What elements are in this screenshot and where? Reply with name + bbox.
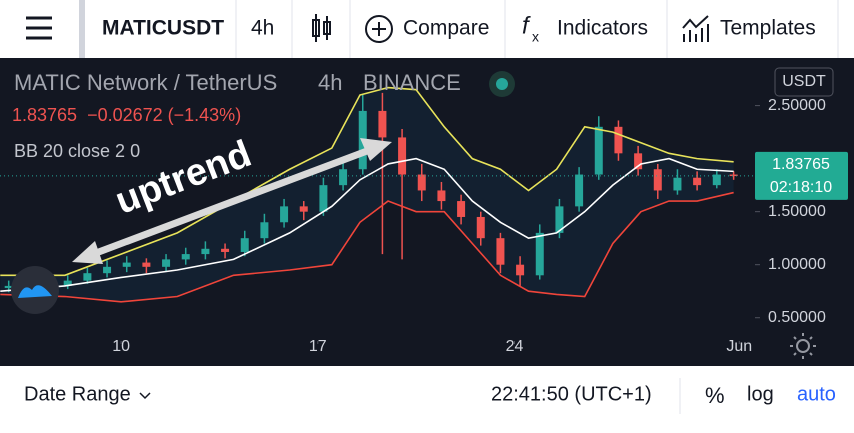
status-dot bbox=[496, 78, 508, 90]
legend-interval: 4h bbox=[318, 70, 342, 95]
settings-icon[interactable] bbox=[790, 333, 816, 359]
logo[interactable] bbox=[18, 285, 52, 298]
candle-body bbox=[201, 248, 210, 255]
chevron[interactable] bbox=[139, 392, 151, 400]
x-tick-label: 24 bbox=[506, 338, 524, 355]
candle-body bbox=[457, 201, 466, 217]
chart-type-icon[interactable] bbox=[312, 14, 331, 42]
candle-body bbox=[103, 266, 112, 274]
separators bbox=[235, 0, 839, 414]
x-tick-label: 17 bbox=[309, 338, 327, 355]
candle-body bbox=[339, 169, 348, 186]
x-tick-label: 10 bbox=[112, 338, 130, 355]
candle-body bbox=[516, 264, 525, 276]
candle-body bbox=[575, 174, 584, 207]
x-tick-label: Jun bbox=[726, 338, 752, 355]
candle-body bbox=[437, 190, 446, 202]
candle-body bbox=[63, 280, 72, 286]
candle-body bbox=[319, 185, 328, 212]
candle-body bbox=[280, 206, 289, 223]
candle-body bbox=[653, 169, 662, 191]
trend-arrow bbox=[72, 138, 392, 264]
currency-box[interactable] bbox=[774, 67, 834, 97]
candle-body bbox=[693, 177, 702, 186]
indicators-button[interactable]: Indicators bbox=[557, 17, 648, 40]
bollinger-line bbox=[0, 191, 734, 303]
percent-button[interactable]: % bbox=[705, 383, 725, 408]
y-tick-label: 1.50000 bbox=[768, 203, 826, 220]
countdown: 02:18:10 bbox=[770, 179, 832, 196]
band-fill bbox=[0, 87, 734, 302]
candle-body bbox=[476, 216, 485, 239]
candle-body bbox=[729, 174, 738, 177]
candle-body bbox=[712, 174, 721, 186]
candle-body bbox=[181, 254, 190, 260]
compare-button[interactable]: Compare bbox=[403, 17, 489, 40]
candle-body bbox=[162, 259, 171, 267]
exchange: BINANCE bbox=[363, 70, 461, 95]
interval-button[interactable]: 4h bbox=[251, 17, 274, 40]
price-change: 1.83765 −0.02672 (−1.43%) bbox=[12, 105, 241, 125]
candle-body bbox=[634, 153, 643, 170]
footer bbox=[0, 366, 854, 428]
candle-body bbox=[260, 222, 269, 239]
candle-body bbox=[594, 126, 603, 175]
candle-body bbox=[614, 126, 623, 154]
candle-body bbox=[142, 262, 151, 267]
plot bbox=[0, 86, 760, 344]
symbol-button[interactable]: MATICUSDT bbox=[102, 17, 224, 40]
templates-icon[interactable] bbox=[682, 15, 709, 42]
menu-icon[interactable] bbox=[26, 16, 52, 40]
currency[interactable]: USDT bbox=[782, 73, 826, 90]
indicator-legend: BB 20 close 2 0 bbox=[14, 141, 140, 161]
y-tick-label: 1.00000 bbox=[768, 256, 826, 273]
last-price-label: 1.83765 bbox=[772, 156, 830, 173]
candle-body bbox=[535, 232, 544, 276]
compare-icon[interactable] bbox=[365, 15, 393, 43]
bollinger-line bbox=[0, 157, 734, 293]
fx-icon-x[interactable]: x bbox=[532, 29, 539, 45]
candle-body bbox=[496, 238, 505, 265]
date-range-button[interactable]: Date Range bbox=[24, 383, 131, 405]
fx-icon[interactable]: f bbox=[522, 12, 531, 39]
candle-body bbox=[299, 206, 308, 212]
candle-body bbox=[417, 174, 426, 191]
bollinger-line bbox=[0, 86, 734, 277]
candle-body bbox=[378, 110, 387, 138]
candle-body bbox=[83, 273, 92, 281]
divider bbox=[79, 0, 85, 58]
candle-body bbox=[673, 177, 682, 191]
symbol-name: MATIC Network / TetherUS bbox=[14, 70, 277, 95]
last-price-box bbox=[755, 151, 848, 200]
clock[interactable]: 22:41:50 (UTC+1) bbox=[491, 383, 652, 405]
y-tick-label: 0.50000 bbox=[768, 309, 826, 326]
candle-body bbox=[555, 206, 564, 233]
candle-body bbox=[240, 238, 249, 252]
candle-body bbox=[122, 262, 131, 267]
templates-button[interactable]: Templates bbox=[720, 17, 816, 40]
candle-body bbox=[221, 248, 230, 252]
log-button[interactable]: log bbox=[747, 383, 774, 405]
candle-body bbox=[398, 137, 407, 175]
candle-body bbox=[4, 285, 13, 289]
auto-button[interactable]: auto bbox=[797, 383, 836, 405]
y-tick-label: 2.50000 bbox=[768, 97, 826, 114]
toolbar bbox=[0, 0, 854, 58]
